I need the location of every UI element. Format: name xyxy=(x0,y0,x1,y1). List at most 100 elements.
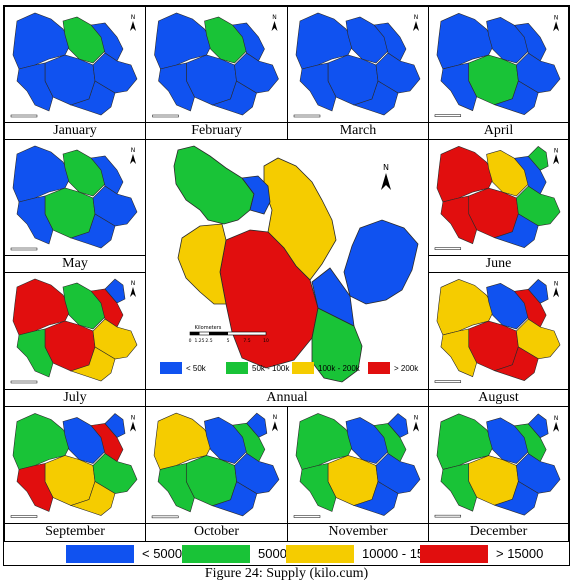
map-zone xyxy=(440,62,477,112)
march-map: N xyxy=(293,12,421,118)
map-zone xyxy=(373,22,407,62)
legend-swatch-blue xyxy=(66,545,134,563)
panel-may: N May xyxy=(4,139,146,274)
august-map: N xyxy=(434,278,561,383)
map-zone xyxy=(70,346,116,382)
map-zone xyxy=(92,318,138,360)
panel-march: N March xyxy=(287,6,429,141)
map-zone xyxy=(527,278,549,304)
map-zone xyxy=(299,62,337,112)
december-map: N xyxy=(434,413,561,518)
map-zone xyxy=(493,346,539,381)
north-arrow-icon xyxy=(130,287,136,297)
north-arrow-icon xyxy=(130,21,136,31)
map-zone xyxy=(493,80,539,115)
north-arrow-icon xyxy=(553,21,560,32)
north-label: N xyxy=(554,147,558,154)
scale-tick-label: 10 xyxy=(263,338,269,344)
map-zone xyxy=(158,62,195,112)
scale-tick-label: 2.5 xyxy=(205,338,212,344)
map-zone xyxy=(16,195,54,245)
scale-bar xyxy=(434,380,462,383)
north-arrow-icon xyxy=(553,287,560,298)
panel-label-april: April xyxy=(429,122,568,141)
north-label: N xyxy=(554,415,558,422)
map-zone xyxy=(387,413,409,438)
map-zone xyxy=(104,278,126,304)
panel-april: N April xyxy=(428,6,569,141)
north-arrow-icon xyxy=(413,421,419,432)
map-zone xyxy=(527,145,549,171)
panel-december: N December xyxy=(428,406,569,542)
north-arrow-icon xyxy=(271,421,278,432)
map-zone xyxy=(440,463,477,512)
map-grid: N January N February N March N April N M… xyxy=(3,5,570,542)
scale-unit-label: Kilometers xyxy=(195,325,222,331)
map-zone xyxy=(375,52,421,94)
north-arrow-icon xyxy=(553,154,560,165)
panel-label-october: October xyxy=(146,523,287,542)
annual-map: N Kilometers 0 1.25 2.5 5 7.5 10 < 50k 50k - 100k… xyxy=(160,145,419,383)
map-zone xyxy=(104,413,126,438)
map-zone xyxy=(173,145,255,225)
map-zone xyxy=(436,13,495,70)
panel-label-january: January xyxy=(5,122,145,141)
map-zone xyxy=(92,453,138,494)
scale-bar xyxy=(434,247,462,250)
map-zone xyxy=(177,223,227,305)
map-zone xyxy=(440,195,477,245)
panel-september: N September xyxy=(4,406,146,542)
scale-tick-label: 7.5 xyxy=(243,338,250,344)
monthly-legend: < 5000 5000 - 10000 10000 - 15000 > 1500… xyxy=(3,541,570,566)
north-label: N xyxy=(273,414,278,421)
map-zone xyxy=(295,12,355,70)
october-map: N xyxy=(151,412,280,519)
legend-swatch-green xyxy=(182,545,250,563)
annual-legend-swatch xyxy=(368,362,390,374)
map-zone xyxy=(70,213,116,249)
november-map: N xyxy=(293,413,421,518)
map-zone xyxy=(516,185,561,227)
map-zone xyxy=(516,453,561,494)
north-label: N xyxy=(131,14,136,21)
map-zone xyxy=(436,413,495,470)
annual-legend-label: 50k - 100k xyxy=(252,364,290,373)
figure-caption: Figure 24: Supply (kilo.cum) xyxy=(204,566,369,581)
legend-label: > 15000 xyxy=(496,546,544,561)
june-map: N xyxy=(434,145,561,250)
panel-label-may: May xyxy=(5,255,145,274)
map-zone xyxy=(353,481,399,516)
map-zone xyxy=(90,155,124,195)
scale-bar xyxy=(434,514,462,518)
panel-august: N August xyxy=(428,272,569,408)
map-zone xyxy=(234,453,280,495)
scale-bar-segment xyxy=(190,332,200,335)
north-arrow-icon xyxy=(413,21,419,31)
legend-swatch-yellow xyxy=(286,545,354,563)
april-map: N xyxy=(434,13,561,117)
panel-label-august: August xyxy=(429,389,568,408)
panel-annual: N Kilometers 0 1.25 2.5 5 7.5 10 < 50k 50k - 100k… xyxy=(145,139,429,408)
map-zone xyxy=(16,62,54,112)
annual-legend-swatch xyxy=(292,362,314,374)
map-zone xyxy=(343,219,419,305)
scale-bar xyxy=(10,114,38,118)
map-zone xyxy=(16,463,54,512)
january-map: N xyxy=(10,12,138,118)
north-label: N xyxy=(414,14,419,21)
annual-legend-swatch xyxy=(160,362,182,374)
map-zone xyxy=(16,328,54,378)
panel-label-november: November xyxy=(288,523,428,542)
scale-bar xyxy=(10,247,38,251)
scale-bar xyxy=(10,380,38,384)
map-zone xyxy=(513,22,547,62)
scale-tick-label: 1.25 xyxy=(194,338,204,344)
map-zone xyxy=(527,413,549,439)
north-arrow-icon xyxy=(130,421,136,432)
map-zone xyxy=(241,175,271,215)
map-zone xyxy=(234,52,279,94)
scale-bar xyxy=(293,515,321,518)
september-map: N xyxy=(10,413,138,518)
map-zone xyxy=(12,145,72,203)
north-label: N xyxy=(383,163,389,172)
